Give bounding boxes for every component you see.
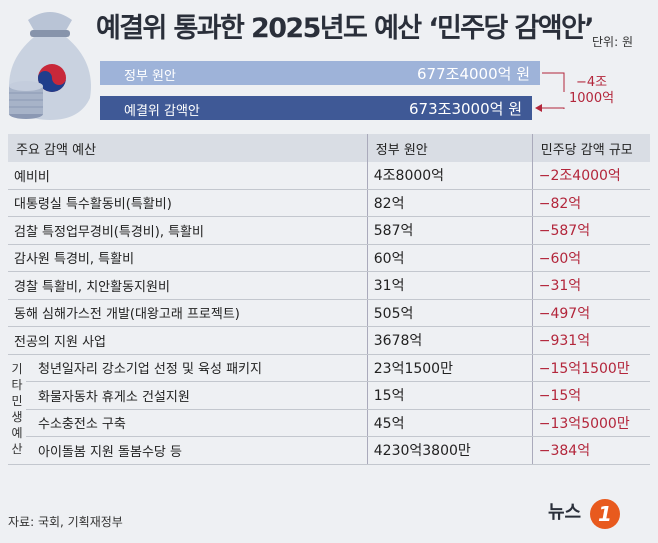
row-government-value: 4230억3800만	[367, 436, 533, 465]
row-cut-value: −31억	[532, 271, 650, 300]
table-header-row: 주요 감액 예산 정부 원안 민주당 감액 규모	[8, 134, 650, 162]
news-logo-mark: 1	[590, 499, 620, 529]
row-item: 경찰 특활비, 치안활동지원비	[8, 271, 368, 300]
bar-committee-cut: 예결위 감액안 673조3000억 원	[100, 96, 532, 120]
row-item: 아이돌봄 지원 돌봄수당 등	[26, 436, 368, 465]
row-cut-value: −931억	[532, 326, 650, 355]
row-item: 동해 심해가스전 개발(대왕고래 프로젝트)	[8, 299, 368, 327]
row-cut-value: −60억	[532, 244, 650, 272]
row-cut-value: −497억	[532, 299, 650, 327]
chart-title: 예결위 통과한 2025년도 예산 ‘민주당 감액안’	[96, 13, 595, 44]
table-row: 수소충전소 구축 45억 −13억5000만	[8, 409, 650, 437]
table-row: 아이돌봄 지원 돌봄수당 등 4230억3800만 −384억	[8, 436, 650, 465]
row-cut-value: −13억5000만	[532, 409, 650, 437]
money-bag-icon	[9, 12, 91, 120]
row-government-value: 4조8000억	[367, 162, 533, 190]
row-item: 수소충전소 구축	[26, 409, 368, 437]
row-item: 예비비	[8, 162, 368, 190]
difference-bracket	[535, 72, 565, 112]
row-item: 화물자동차 휴게소 건설지원	[26, 381, 368, 410]
source-note: 자료: 국회, 기획재정부	[8, 515, 123, 529]
row-item: 전공의 지원 사업	[8, 326, 368, 355]
row-government-value: 587억	[367, 216, 533, 245]
table-row: 감사원 특경비, 특활비 60억 −60억	[8, 244, 650, 272]
table-row: 경찰 특활비, 치안활동지원비 31억 −31억	[8, 271, 650, 300]
row-item: 대통령실 특수활동비(특활비)	[8, 189, 368, 217]
bar-government-original: 정부 원안 677조4000억 원	[100, 61, 540, 85]
row-government-value: 31억	[367, 271, 533, 300]
header-cut: 민주당 감액 규모	[532, 134, 650, 162]
header-item: 주요 감액 예산	[8, 134, 368, 162]
table-row: 대통령실 특수활동비(특활비) 82억 −82억	[8, 189, 650, 217]
table-row: 전공의 지원 사업 3678억 −931억	[8, 326, 650, 355]
row-government-value: 60억	[367, 244, 533, 272]
row-cut-value: −15억1500만	[532, 354, 650, 382]
bar-value: 673조3000억 원	[409, 100, 522, 118]
table-row: 예비비 4조8000억 −2조4000억	[8, 162, 650, 190]
table-row: 기 타 민 생 예 산 청년일자리 강소기업 선정 및 육성 패키지 23억1500만 −15억…	[8, 354, 650, 465]
row-item: 감사원 특경비, 특활비	[8, 244, 368, 272]
row-cut-value: −82억	[532, 189, 650, 217]
table-row: 동해 심해가스전 개발(대왕고래 프로젝트) 505억 −497억	[8, 299, 650, 327]
row-government-value: 23억1500만	[367, 354, 533, 382]
row-cut-value: −587억	[532, 216, 650, 245]
budget-cut-table: 주요 감액 예산 정부 원안 민주당 감액 규모 예비비 4조8000억 −2조40…	[8, 134, 650, 465]
row-cut-value: −384억	[532, 436, 650, 465]
table-row: 검찰 특정업무경비(특경비), 특활비 587억 −587억	[8, 216, 650, 245]
row-government-value: 82억	[367, 189, 533, 217]
row-government-value: 45억	[367, 409, 533, 437]
coin-stack-icon	[9, 81, 43, 119]
unit-label: 단위: 원	[592, 35, 633, 49]
row-item: 검찰 특정업무경비(특경비), 특활비	[8, 216, 368, 245]
bar-label: 정부 원안	[124, 69, 176, 84]
header-government: 정부 원안	[367, 134, 533, 162]
difference-value: −4조 1000억	[569, 75, 615, 106]
row-cut-value: −2조4000억	[532, 162, 650, 190]
row-government-value: 3678억	[367, 326, 533, 355]
row-cut-value: −15억	[532, 381, 650, 410]
news-logo: 뉴스	[548, 502, 582, 523]
row-government-value: 505억	[367, 299, 533, 327]
table-row: 화물자동차 휴게소 건설지원 15억 −15억	[8, 381, 650, 410]
row-government-value: 15억	[367, 381, 533, 410]
bar-label: 예결위 감액안	[124, 104, 200, 119]
row-item: 청년일자리 강소기업 선정 및 육성 패키지	[26, 354, 368, 382]
bar-value: 677조4000억 원	[417, 65, 530, 83]
